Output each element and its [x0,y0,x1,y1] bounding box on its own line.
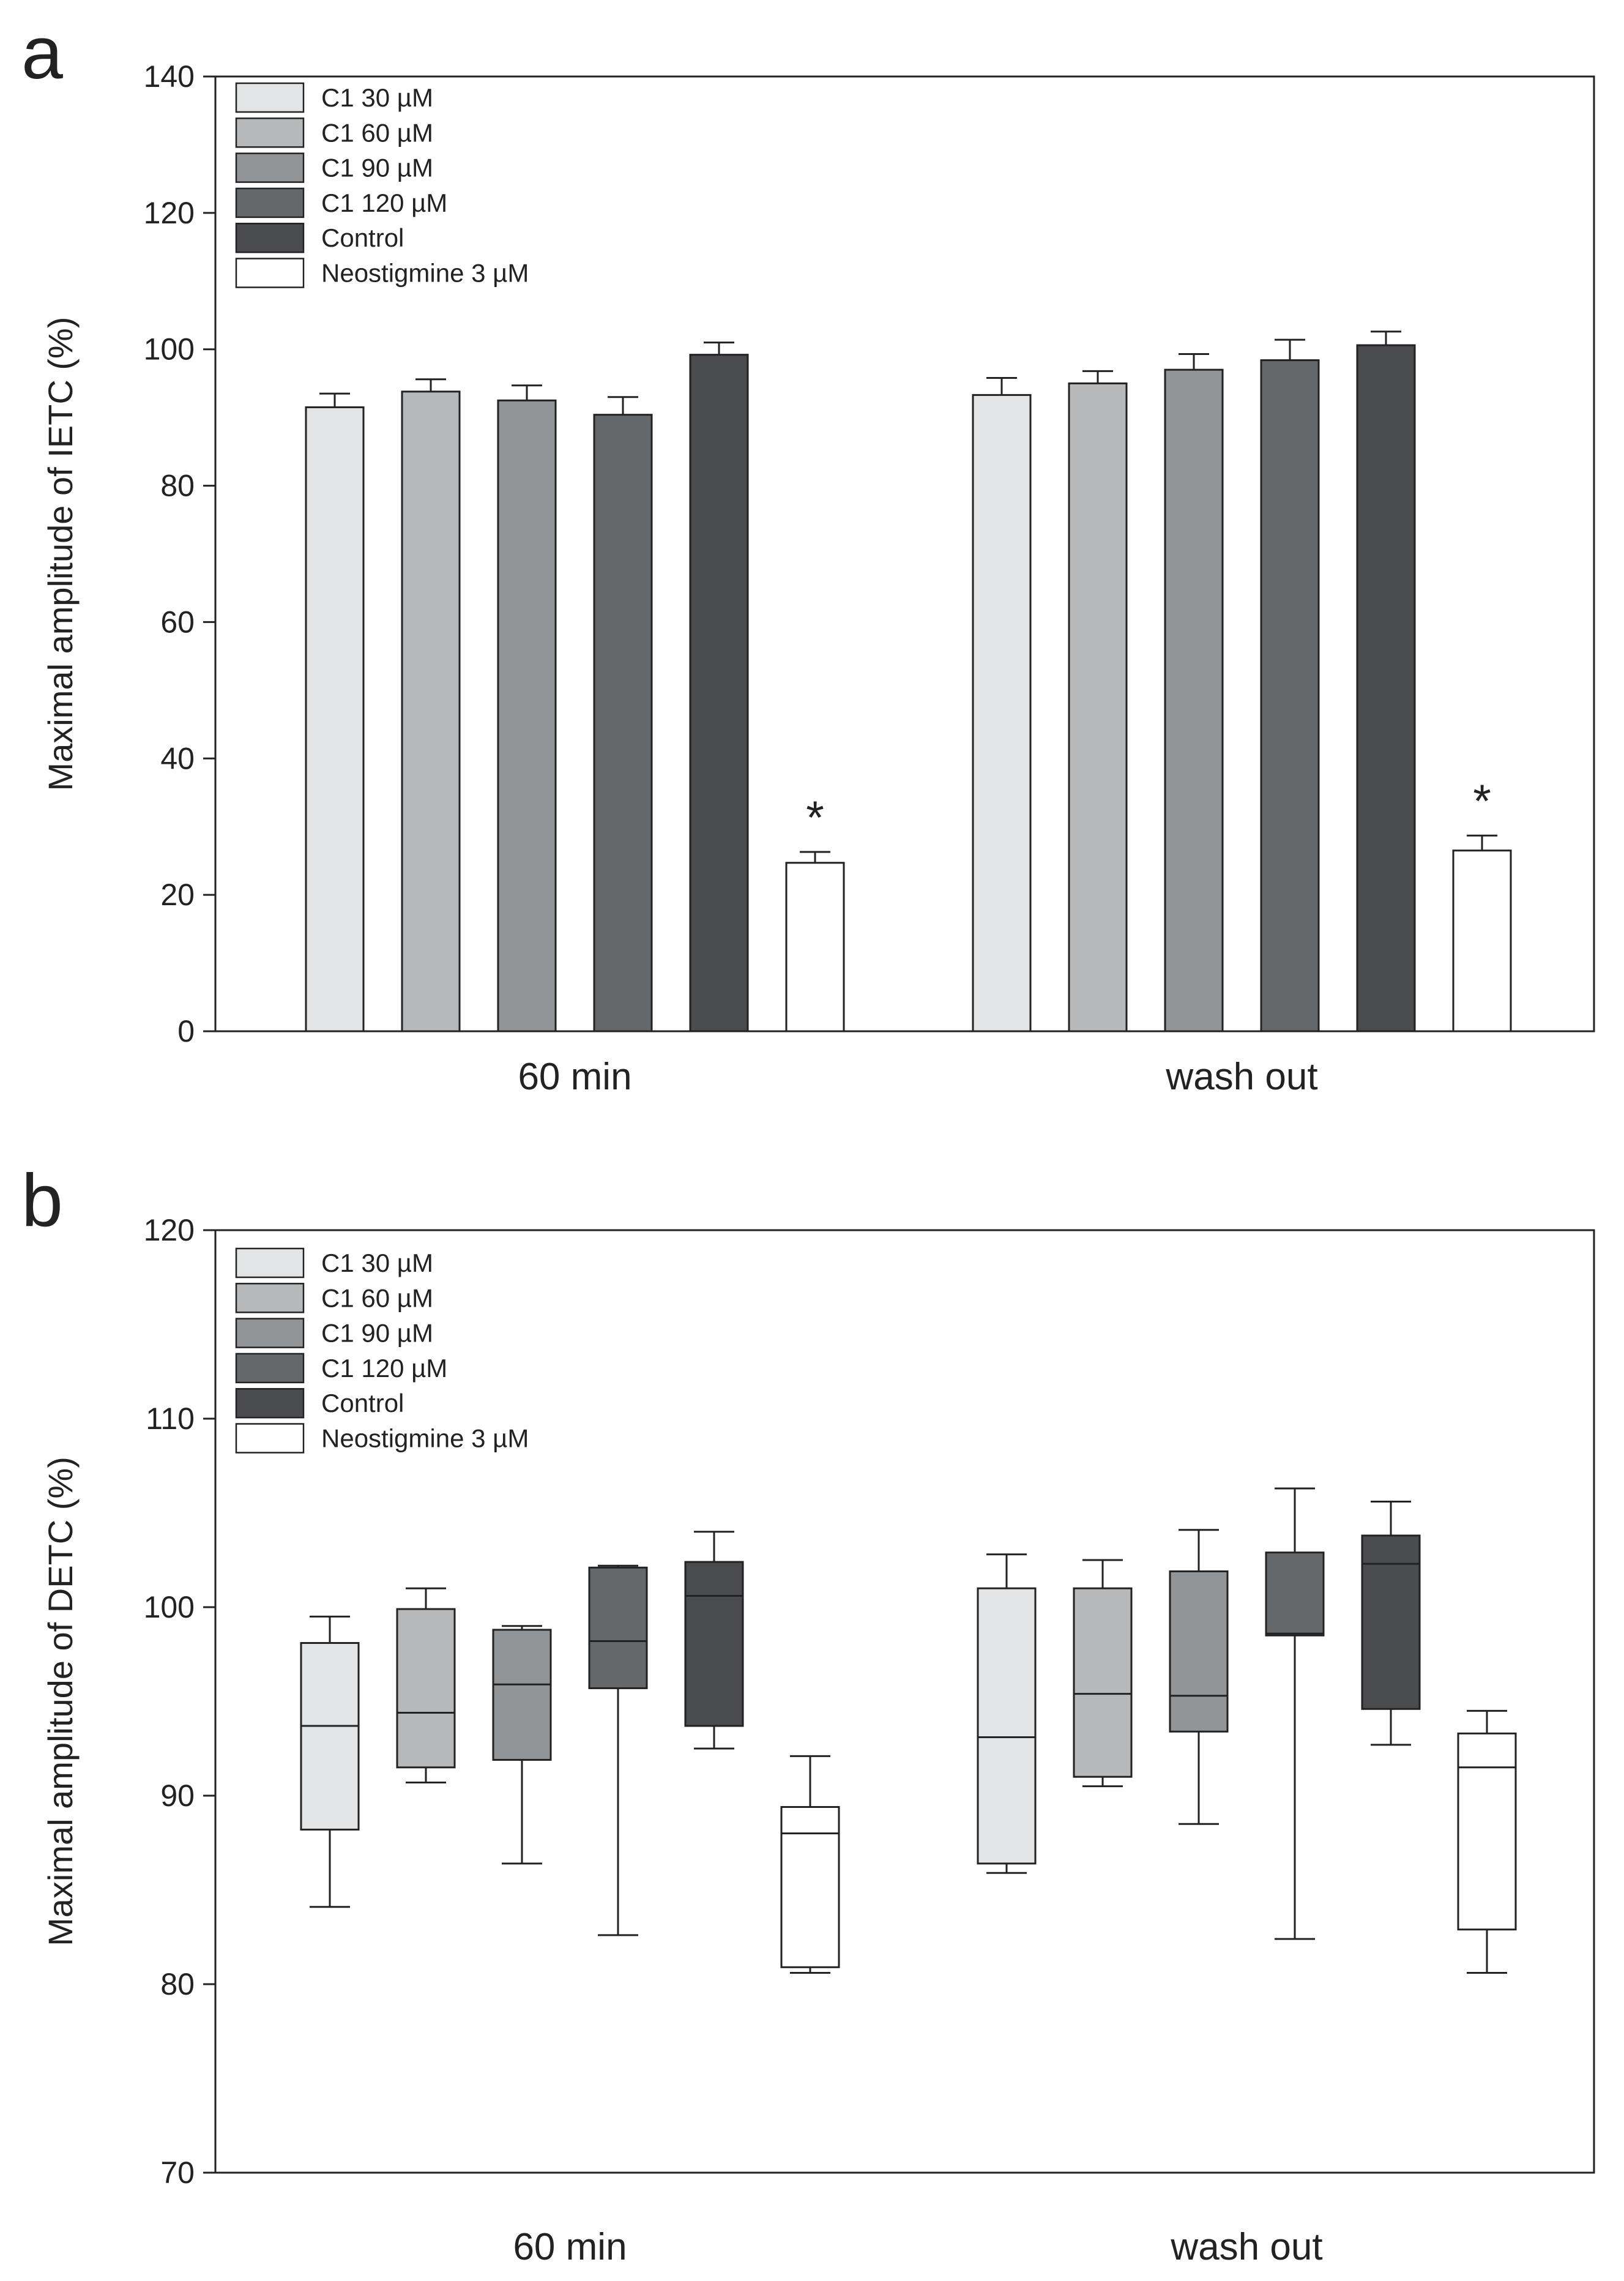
panel-b-c1-60-um-wash-out-box [1073,1587,1133,1778]
panel-b-legend-swatch-c1-60-um [235,1283,305,1313]
panel-a-legend-label-c1-120-um: C1 120 µM [321,189,447,217]
panel-a-y-axis-title: Maximal amplitude of IETC (%) [41,317,80,791]
panel-a-legend-label-c1-30-um: C1 30 µM [321,83,433,112]
panel-a-plot-frame [214,75,1595,1032]
panel-a-ytick-label-80: 80 [160,469,195,503]
panel-a-legend-label-c1-60-um: C1 60 µM [321,118,433,147]
panel-a-neostigmine-3-um-wash-out-bar [1452,849,1512,1032]
panel-b-c1-30-um-60-min-box [300,1642,360,1831]
panel-b-legend-label-c1-90-um: C1 90 µM [321,1319,433,1348]
panel-a-ytick-label-0: 0 [177,1014,195,1048]
panel-a-c1-30-um-60-min-bar [305,406,365,1032]
panel-a-legend-swatch-c1-90-um [235,152,305,183]
panel-b-category-label-wash-out: wash out [1170,2226,1322,2268]
panel-a: a 0 20 40 60 80 100 120 140 Maximal amplitude of… [21,11,1595,1098]
panel-a-legend-swatch-c1-30-um [235,82,305,113]
panel-b-c1-120-um-60-min-box [588,1566,648,1689]
panel-b-c1-90-um-60-min-box [492,1629,552,1761]
panel-b-ytick-label-110: 110 [146,1402,195,1436]
panel-b-legend-label-neostigmine-3-um: Neostigmine 3 µM [321,1424,529,1453]
panel-a-ytick-label-20: 20 [160,878,195,912]
panel-a-ytick-label-40: 40 [160,741,195,775]
panel-b-legend-swatch-neostigmine-3-um [235,1423,305,1454]
panel-a-ytick-label-140: 140 [144,59,195,94]
panel-a-c1-90-um-60-min-bar [497,399,557,1032]
panel-a-control-60-min-bar [689,354,749,1032]
panel-b-neostigmine-3-um-wash-out-box [1457,1732,1517,1931]
panel-a-legend-swatch-control [235,222,305,253]
panel-b-plot-frame [214,1229,1595,2174]
panel-b-legend-swatch-c1-30-um [235,1247,305,1279]
panel-b-legend-label-c1-120-um: C1 120 µM [321,1354,447,1383]
panel-a-ytick-label-120: 120 [144,196,195,230]
panel-a-legend-swatch-c1-60-um [235,118,305,148]
panel-b-y-axis-title: Maximal amplitude of DETC (%) [41,1457,80,1946]
panel-a-letter: a [21,11,63,94]
panel-b-control-wash-out-box [1361,1534,1421,1710]
panel-b-legend-label-control: Control [321,1389,404,1417]
panel-b: b 70 80 90 100 110 120 Maximal amplitude of DE… [21,1159,1595,2268]
panel-b-c1-120-um-wash-out-box [1265,1551,1325,1637]
panel-a-c1-120-um-60-min-bar [593,414,653,1032]
panel-a-c1-120-um-wash-out-bar [1260,359,1320,1032]
panel-a-ytick-label-100: 100 [144,332,195,367]
panel-b-control-60-min-box [684,1561,744,1727]
panel-a-legend-swatch-c1-120-um [235,187,305,218]
panel-b-legend-label-c1-30-um: C1 30 µM [321,1249,433,1277]
panel-a-c1-90-um-wash-out-bar [1164,368,1224,1032]
panel-b-neostigmine-3-um-60-min-box [780,1805,840,1968]
panel-b-c1-60-um-60-min-box [396,1608,456,1769]
panel-b-ytick-label-100: 100 [144,1590,195,1624]
panel-b-legend-label-c1-60-um: C1 60 µM [321,1283,433,1312]
panel-a-neostigmine-3-um-60-min-bar [785,862,845,1032]
panel-b-ytick-label-120: 120 [144,1213,195,1247]
panel-a-control-wash-out-bar [1356,344,1416,1032]
panel-b-ytick-label-70: 70 [160,2156,195,2190]
panel-a-category-label-wash-out: wash out [1165,1056,1317,1098]
panel-b-ytick-label-90: 90 [160,1779,195,1813]
panel-a-legend-swatch-neostigmine-3-um [235,258,305,288]
panel-b-category-label-60-min: 60 min [513,2226,627,2268]
panel-b-legend-swatch-c1-90-um [235,1318,305,1348]
panel-a-c1-30-um-wash-out-bar [972,394,1032,1032]
panel-b-legend-swatch-c1-120-um [235,1353,305,1384]
panel-b-letter: b [21,1159,63,1242]
panel-a-category-label-60-min: 60 min [518,1056,631,1098]
panel-b-c1-30-um-wash-out-box [977,1587,1037,1865]
panel-b-c1-90-um-wash-out-box [1169,1570,1229,1733]
panel-a-significance-marker-60-min: * [806,792,824,844]
panel-a-c1-60-um-wash-out-bar [1068,382,1128,1032]
panel-a-significance-marker-wash-out: * [1473,775,1491,827]
panel-b-legend-swatch-control [235,1387,305,1419]
panel-a-legend-label-c1-90-um: C1 90 µM [321,154,433,182]
panel-a-legend-label-control: Control [321,223,404,252]
panel-a-legend-label-neostigmine-3-um: Neostigmine 3 µM [321,259,529,288]
panel-b-ytick-label-80: 80 [160,1967,195,2001]
panel-a-c1-60-um-60-min-bar [401,390,461,1032]
panel-a-ytick-label-60: 60 [160,605,195,639]
